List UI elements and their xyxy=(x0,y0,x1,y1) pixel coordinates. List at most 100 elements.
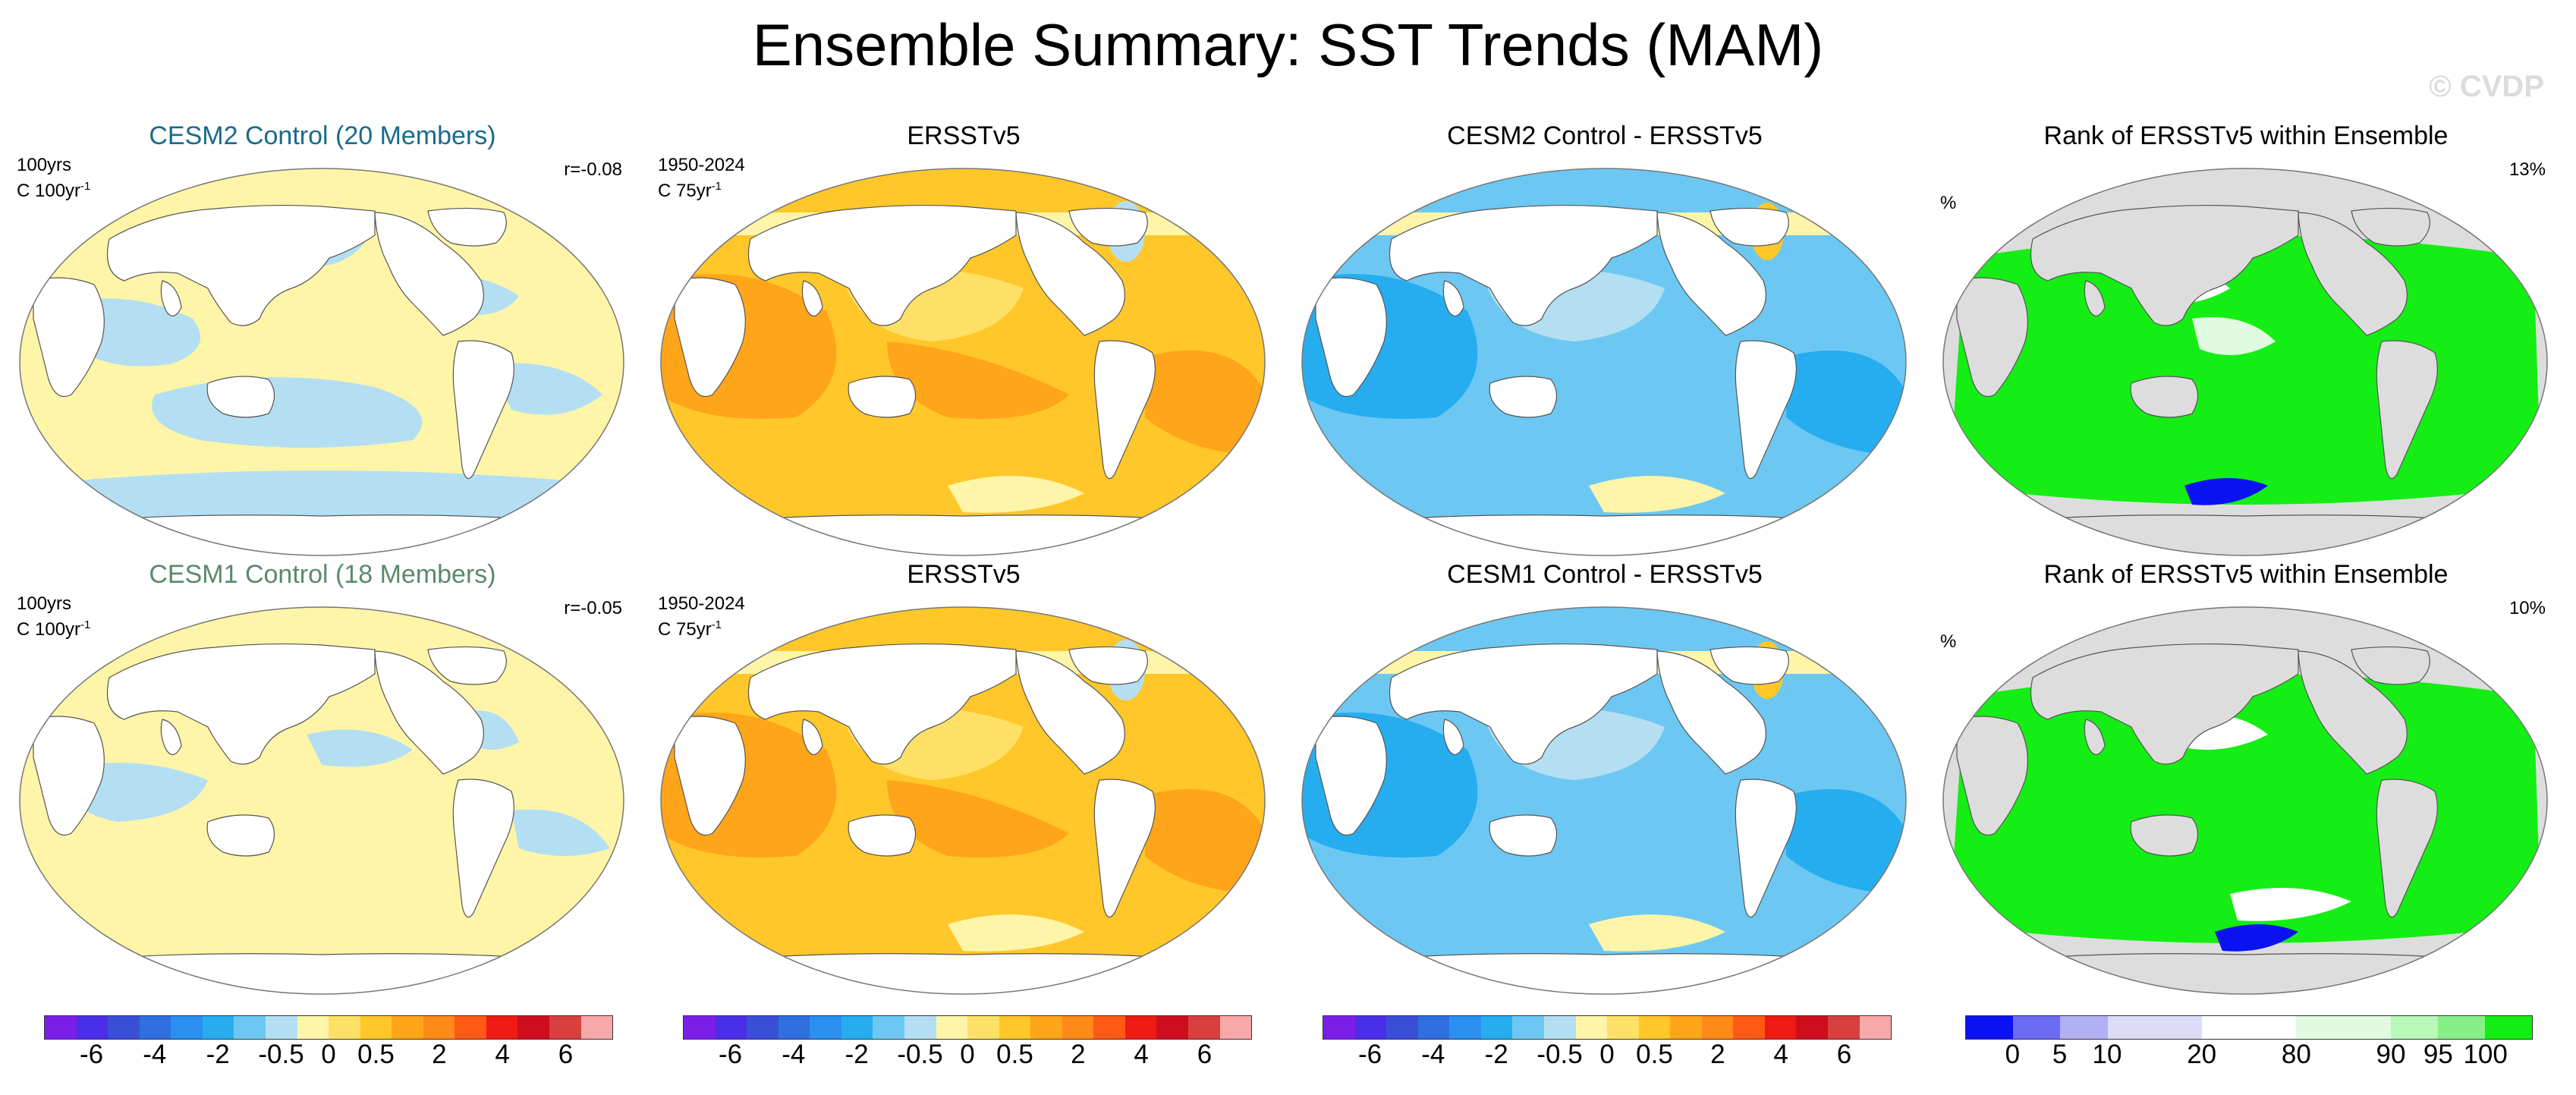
units-label: C 75yr xyxy=(658,181,712,201)
colorbar-cell xyxy=(873,1016,904,1039)
colorbar-trend-3 xyxy=(1323,1015,1892,1040)
sst-diff-map xyxy=(1301,606,1907,995)
colorbar-cell xyxy=(2296,1016,2344,1039)
colorbar-cell xyxy=(108,1016,140,1039)
colorbar-tick-label: 0.5 xyxy=(1636,1040,1673,1069)
colorbar-cell xyxy=(1188,1016,1220,1039)
colorbar-cell xyxy=(1859,1016,1892,1039)
panel-rank-row1: Rank of ERSSTv5 within Ensemble % 13% xyxy=(1931,121,2561,556)
colorbar-cell xyxy=(1062,1016,1094,1039)
colorbar-cell xyxy=(171,1016,203,1039)
colorbar-cell xyxy=(1607,1016,1639,1039)
colorbar-tick-label: 2 xyxy=(432,1040,447,1069)
obs-panel-meta: 1950-2024 C 75yr-1 xyxy=(658,593,745,640)
figure-title: Ensemble Summary: SST Trends (MAM) xyxy=(752,11,1824,78)
colorbar-tick-label: 6 xyxy=(1836,1040,1852,1069)
colorbar-cell xyxy=(747,1016,778,1039)
sst-diff-map xyxy=(1301,168,1907,556)
colorbar-cell xyxy=(2484,1016,2533,1039)
colorbar-tick-label: 2 xyxy=(1710,1040,1725,1069)
period-label: 1950-2024 xyxy=(658,593,745,614)
rank-panel-title: Rank of ERSSTv5 within Ensemble xyxy=(2043,121,2449,150)
colorbar-cell xyxy=(1323,1016,1355,1039)
colorbar-cell xyxy=(265,1016,297,1039)
panel-diff-row1: CESM2 Control - ERSSTv5 xyxy=(1290,121,1920,556)
colorbar-tick-label: 6 xyxy=(558,1040,574,1069)
rank-units: % xyxy=(1940,193,1957,213)
colorbar-cell xyxy=(2107,1016,2155,1039)
colorbar-cell xyxy=(1449,1016,1481,1039)
colorbar-cell xyxy=(1354,1016,1387,1039)
colorbar-tick-label: -0.5 xyxy=(897,1040,943,1069)
colorbar-tick-label: -6 xyxy=(79,1040,104,1069)
colorbar-cell xyxy=(2201,1016,2250,1039)
sst-trend-map xyxy=(19,168,624,556)
obs-panel-meta: 1950-2024 C 75yr-1 xyxy=(658,155,745,202)
colorbar-cell xyxy=(392,1016,423,1039)
colorbar-tick-label: 0 xyxy=(960,1040,975,1069)
colorbar-cell xyxy=(1417,1016,1450,1039)
units-superscript: -1 xyxy=(711,618,722,631)
colorbar-cell xyxy=(684,1016,716,1039)
colorbar-tick-label: -0.5 xyxy=(1536,1040,1583,1069)
diff-panel-title: CESM1 Control - ERSSTv5 xyxy=(1447,560,1763,589)
colorbar-tick-label: 0 xyxy=(1599,1040,1615,1069)
units-label: C 75yr xyxy=(658,619,712,640)
model-panel-title: CESM1 Control (18 Members) xyxy=(149,560,496,589)
colorbar-cell xyxy=(1764,1016,1797,1039)
colorbar-tick-label: 6 xyxy=(1197,1040,1213,1069)
colorbar-tick-label: 2 xyxy=(1071,1040,1086,1069)
colorbar-cell xyxy=(549,1016,581,1039)
colorbar-cell xyxy=(76,1016,109,1039)
units-superscript: -1 xyxy=(711,180,722,193)
diff-panel-title: CESM2 Control - ERSSTv5 xyxy=(1447,121,1763,150)
colorbar-cell xyxy=(2249,1016,2297,1039)
panel-obs-row1: ERSSTv5 1950-2024 C 75yr-1 xyxy=(649,121,1279,556)
colorbar-tick-label: 0.5 xyxy=(357,1040,395,1069)
colorbar-cell xyxy=(810,1016,841,1039)
colorbar-cell xyxy=(2154,1016,2202,1039)
sst-trend-map xyxy=(19,606,624,995)
rank-percent: 13% xyxy=(2508,159,2546,180)
colorbar-tick-label: 0.5 xyxy=(996,1040,1033,1069)
colorbar-cell xyxy=(841,1016,873,1039)
colorbar-cell xyxy=(2390,1016,2438,1039)
period-label: 1950-2024 xyxy=(658,155,745,175)
colorbar-tick-label: 100 xyxy=(2463,1040,2508,1069)
colorbar-ticks-trend-1: -6 -4 -2 -0.5 0 0.5 2 4 6 xyxy=(44,1040,613,1070)
colorbar-tick-label: 0 xyxy=(321,1040,336,1069)
model-panel-meta: 100yrs C 100yr-1 xyxy=(17,155,90,202)
colorbar-cell xyxy=(329,1016,360,1039)
colorbar-cell xyxy=(1575,1016,1608,1039)
colorbar-cell xyxy=(715,1016,747,1039)
panel-obs-row2: ERSSTv5 1950-2024 C 75yr-1 xyxy=(649,560,1279,995)
colorbar-tick-label: 4 xyxy=(1773,1040,1788,1069)
colorbar-cell xyxy=(486,1016,518,1039)
units-superscript: -1 xyxy=(80,180,91,193)
colorbar-cell xyxy=(1386,1016,1418,1039)
rank-map xyxy=(1942,168,2548,556)
colorbar-tick-label: -2 xyxy=(206,1040,230,1069)
colorbar-cell xyxy=(517,1016,549,1039)
panel-diff-row2: CESM1 Control - ERSSTv5 xyxy=(1290,560,1920,995)
colorbar-cell xyxy=(967,1016,999,1039)
colorbar-trend-1 xyxy=(44,1015,613,1040)
colorbar-cell xyxy=(778,1016,810,1039)
colorbar-cell xyxy=(580,1016,613,1039)
model-panel-title: CESM2 Control (20 Members) xyxy=(149,121,496,150)
colorbar-cell xyxy=(1966,1016,2014,1039)
colorbar-ticks-rank: 0 5 10 20 80 90 95 100 xyxy=(1965,1040,2533,1070)
colorbar-cell xyxy=(1030,1016,1062,1039)
colorbar-cell xyxy=(1219,1016,1252,1039)
colorbar-tick-label: 90 xyxy=(2376,1040,2406,1069)
colorbar-cell xyxy=(936,1016,968,1039)
colorbar-tick-label: 4 xyxy=(495,1040,510,1069)
colorbar-cell xyxy=(139,1016,171,1039)
cvdp-watermark: © CVDP xyxy=(2429,70,2544,103)
obs-panel-title: ERSSTv5 xyxy=(907,121,1021,150)
pattern-correlation: r=-0.05 xyxy=(564,598,622,618)
pattern-correlation: r=-0.08 xyxy=(564,159,622,180)
colorbar-cell xyxy=(1124,1016,1157,1039)
colorbar-cell xyxy=(1670,1016,1702,1039)
colorbar-cell xyxy=(360,1016,392,1039)
